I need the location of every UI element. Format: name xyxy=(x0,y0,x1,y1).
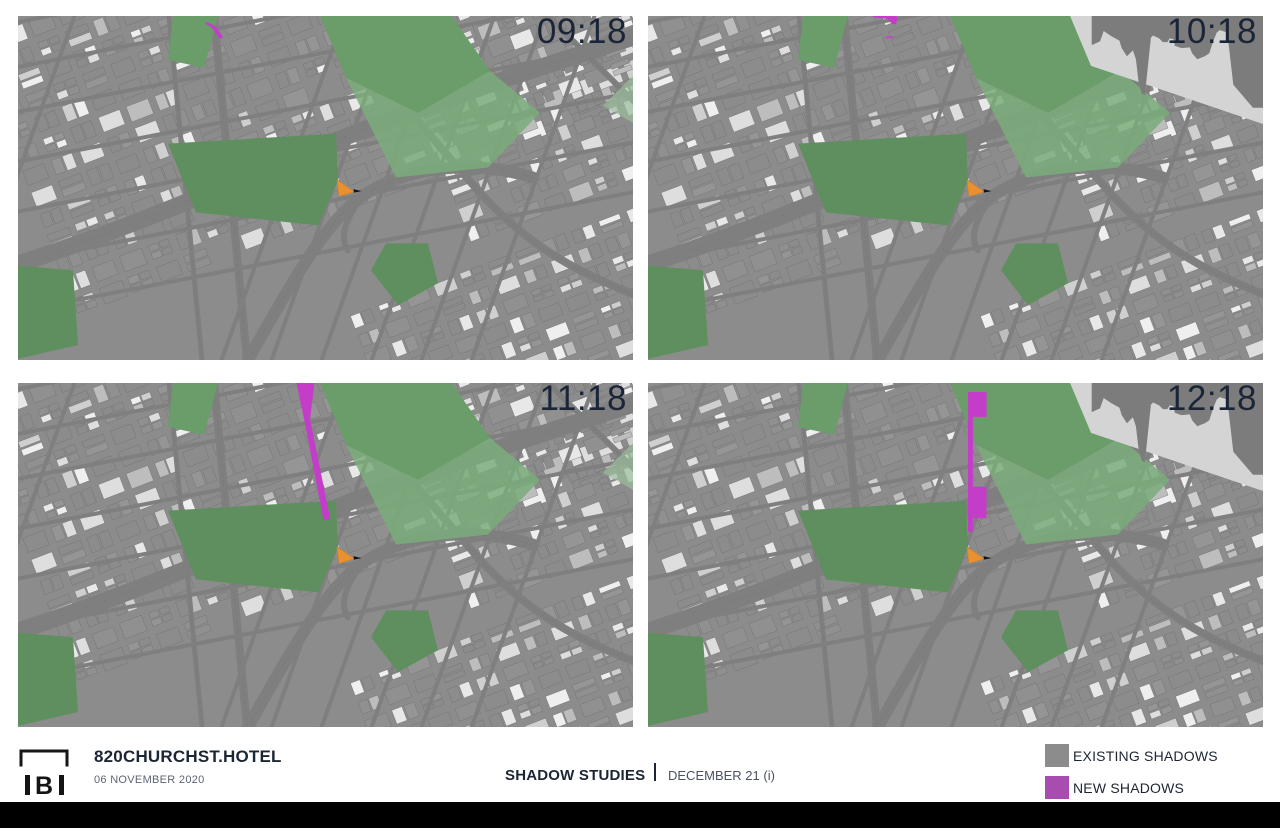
svg-text:B: B xyxy=(35,772,53,797)
